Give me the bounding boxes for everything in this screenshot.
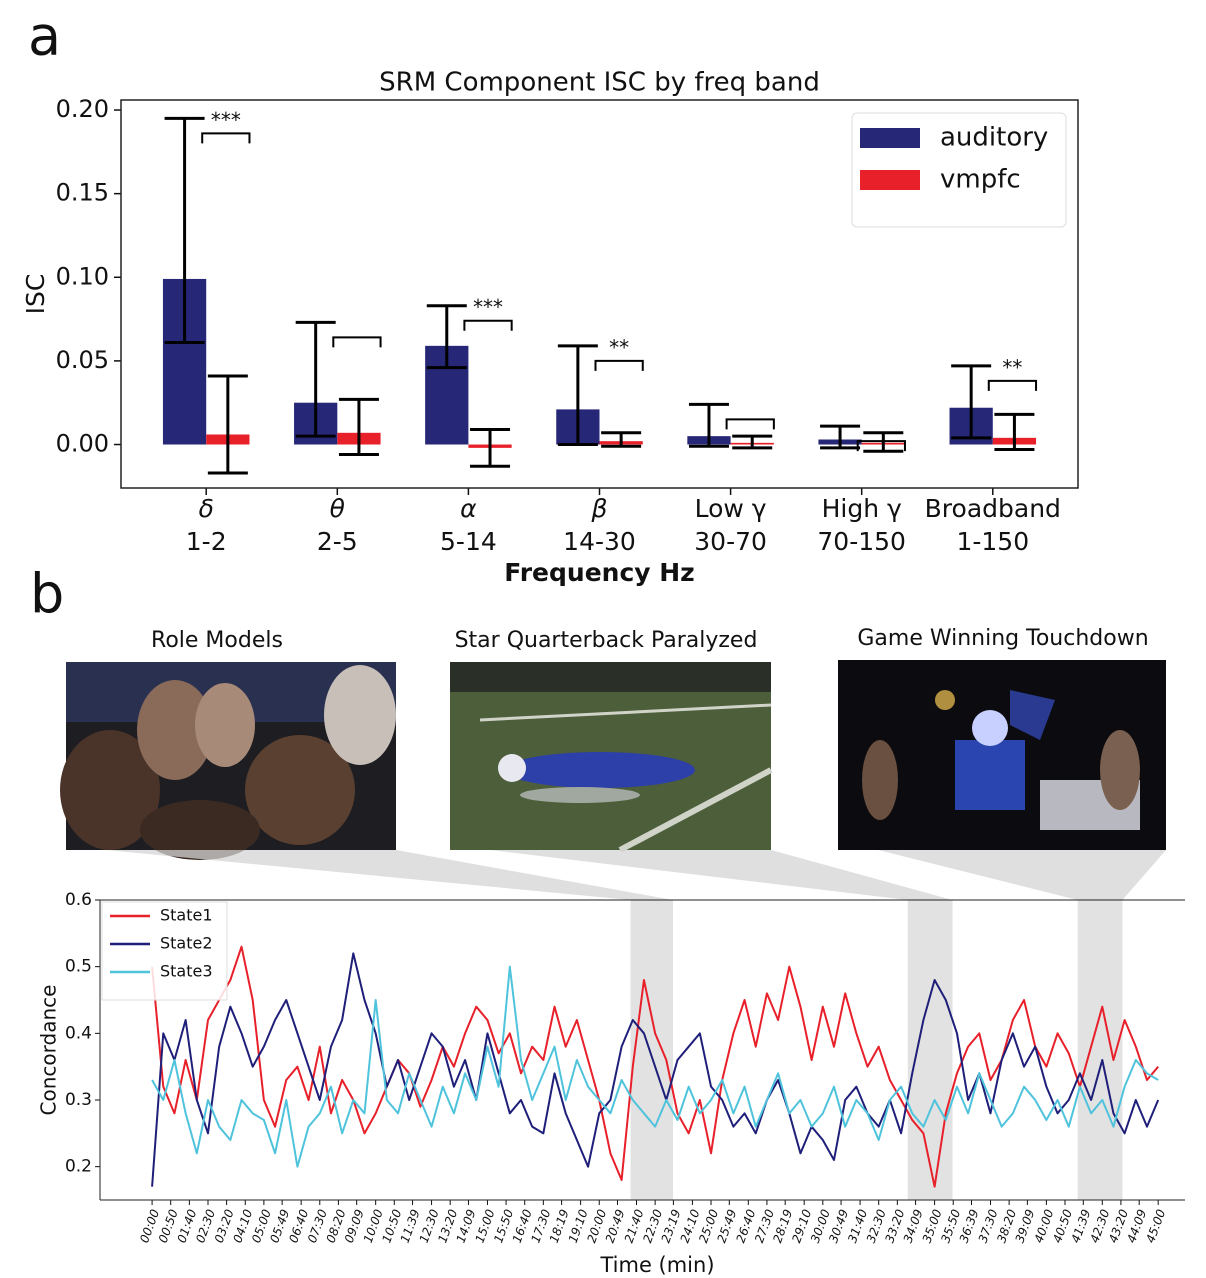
error-bar: [688, 402, 729, 448]
image-face: [137, 680, 213, 780]
thumbnail-star-quarterback: [450, 662, 773, 853]
x-tick-label: 5-14: [440, 527, 497, 556]
image-head: [140, 800, 260, 860]
y-tick-label: 0.15: [56, 179, 109, 207]
image-helmet: [498, 754, 526, 782]
x-tick-label: 14-30: [563, 527, 636, 556]
panel-label: b: [30, 563, 64, 626]
y-tick-label: 0.2: [65, 1157, 92, 1177]
error-bar: [470, 427, 511, 468]
significance-label: **: [1002, 355, 1022, 379]
legend-label: auditory: [940, 123, 1048, 153]
y-axis-label: ISC: [21, 274, 50, 315]
x-axis-label: Frequency Hz: [504, 558, 695, 587]
image-background: [450, 662, 771, 692]
panel-label: a: [28, 5, 61, 68]
legend-swatch: [860, 170, 920, 190]
image-player: [505, 752, 695, 788]
legend-swatch: [860, 128, 920, 148]
y-tick-label: 0.05: [56, 346, 109, 374]
image-fan: [1100, 730, 1140, 810]
error-bar: [820, 424, 861, 450]
error-bar: [557, 344, 598, 447]
scene-highlight: [907, 900, 953, 1200]
x-tick-label: β: [591, 494, 608, 523]
chart-title: SRM Component ISC by freq band: [379, 68, 820, 98]
x-tick-label: δ: [199, 494, 214, 523]
x-tick-label: 30-70: [694, 527, 767, 556]
error-bar: [295, 320, 336, 438]
significance-bracket: [725, 418, 775, 430]
significance-label: ***: [211, 108, 241, 132]
x-tick-label: 70-150: [817, 527, 906, 556]
image-helmet: [972, 710, 1008, 746]
error-bar: [338, 397, 379, 457]
significance-bracket: [201, 132, 251, 144]
legend-label: State3: [160, 962, 213, 981]
y-tick-label: 0.20: [56, 95, 109, 123]
significance-label: ***: [473, 295, 503, 319]
error-bar: [426, 304, 467, 370]
scene-connector: [106, 850, 674, 900]
x-axis-label: Time (min): [599, 1253, 714, 1277]
image-yard-line: [618, 767, 773, 853]
series-line: [151, 945, 1159, 1188]
x-tick-label: θ: [330, 494, 345, 523]
significance-bracket: [987, 379, 1038, 391]
scene-connector: [878, 850, 1166, 900]
y-tick-label: 0.3: [65, 1090, 92, 1110]
x-tick-label: High γ: [822, 494, 902, 523]
significance-bracket: [463, 319, 513, 331]
x-tick-label: α: [460, 494, 477, 523]
scene-connector: [490, 850, 953, 900]
legend-box: [101, 901, 228, 1001]
scene-highlight: [630, 900, 674, 1200]
error-bar: [994, 412, 1035, 452]
image-towel: [520, 787, 640, 803]
significance-bracket: [856, 440, 906, 452]
y-axis-label: Concordance: [37, 985, 61, 1116]
y-tick-label: 0.4: [65, 1023, 92, 1043]
y-tick-label: 0.5: [65, 957, 92, 977]
image-face: [195, 683, 255, 767]
scene-highlight: [1077, 900, 1123, 1200]
legend-label: State2: [160, 934, 213, 953]
significance-label: **: [609, 335, 629, 359]
series-line: [151, 952, 1160, 1187]
error-bar: [951, 364, 992, 440]
scene-title: Game Winning Touchdown: [857, 626, 1148, 651]
legend-label: vmpfc: [940, 165, 1021, 195]
image-yard-line: [479, 703, 772, 722]
x-tick-label: Broadband: [925, 494, 1061, 523]
series-line: [151, 965, 1159, 1168]
error-bar: [164, 116, 205, 344]
image-head: [60, 730, 160, 850]
y-tick-label: 0.10: [56, 262, 109, 290]
scene-title: Star Quarterback Paralyzed: [455, 628, 758, 653]
image-helmet: [324, 665, 396, 765]
error-bar: [732, 434, 773, 450]
image-player: [955, 740, 1025, 810]
image-head: [245, 735, 355, 845]
x-tick-label: 2-5: [317, 527, 358, 556]
image-fan: [862, 740, 898, 820]
significance-bracket: [332, 336, 382, 348]
scene-title: Role Models: [151, 628, 283, 653]
image-flag: [1010, 690, 1055, 740]
x-tick-label: 1-150: [956, 527, 1029, 556]
x-tick-label: 1-2: [186, 527, 227, 556]
image-pompom: [935, 690, 955, 710]
plot-frame: [120, 99, 1079, 489]
significance-bracket: [594, 359, 644, 371]
thumbnail-game-winning-touchdown: [838, 660, 1166, 850]
x-tick-label: Low γ: [695, 494, 767, 523]
y-tick-label: 0.00: [56, 430, 109, 458]
thumbnail-role-models: [60, 662, 396, 860]
y-tick-label: 0.6: [65, 890, 92, 910]
error-bar: [601, 431, 642, 448]
legend-label: State1: [160, 906, 213, 925]
error-bar: [207, 374, 248, 475]
